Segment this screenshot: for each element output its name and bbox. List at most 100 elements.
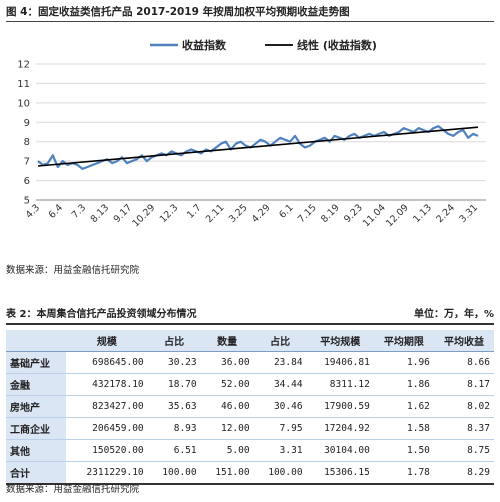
investment-distribution-table: 规模 占比 数量 占比 平均规模 平均期限 平均收益 基础产业 698645.00… (6, 330, 494, 485)
header-cell-count-share: 占比 (253, 330, 307, 352)
cell-avg-term: 1.50 (373, 439, 434, 462)
header-cell-avg-term: 平均期限 (373, 330, 434, 352)
cell-category: 其他 (6, 439, 67, 462)
header-cell-count: 数量 (200, 330, 254, 352)
y-tick-label: 9 (24, 118, 30, 129)
cell-scale-share: 35.63 (147, 395, 201, 418)
cell-avg-yield: 8.29 (433, 461, 494, 485)
cell-count: 46.00 (200, 395, 254, 418)
x-tick-label: 10.29 (130, 202, 157, 229)
cell-avg-scale: 15306.15 (306, 461, 374, 485)
cell-scale: 823427.00 (66, 395, 148, 418)
x-tick-label: 2.24 (434, 202, 457, 225)
table-row: 金融 432178.10 18.70 52.00 34.44 8311.12 1.86 8.1… (6, 373, 494, 396)
y-tick-label: 6 (24, 176, 30, 187)
cell-count: 36.00 (200, 351, 254, 374)
x-tick-label: 7.3 (70, 202, 88, 220)
cell-avg-yield: 8.37 (433, 417, 494, 440)
cell-scale-share: 8.93 (147, 417, 201, 440)
cell-count-share: 3.31 (253, 439, 307, 462)
cell-category: 合计 (6, 461, 67, 485)
y-tick-label: 11 (17, 79, 30, 90)
y-tick-label: 8 (24, 137, 30, 148)
x-tick-label: 8.19 (319, 202, 342, 225)
cell-avg-yield: 8.75 (433, 439, 494, 462)
cell-avg-term: 1.78 (373, 461, 434, 485)
cell-avg-term: 1.58 (373, 417, 434, 440)
table-row: 基础产业 698645.00 30.23 36.00 23.84 19406.81 1.96… (6, 351, 494, 374)
cell-avg-term: 1.86 (373, 373, 434, 396)
cell-category: 房地产 (6, 395, 67, 418)
cell-count: 52.00 (200, 373, 254, 396)
cell-category: 工商企业 (6, 417, 67, 440)
cell-avg-scale: 8311.12 (306, 373, 374, 396)
table-row: 其他 150520.00 6.51 5.00 3.31 30104.00 1.50 8.75 (6, 439, 494, 462)
cell-avg-scale: 17900.59 (306, 395, 374, 418)
cell-scale-share: 6.51 (147, 439, 201, 462)
cell-avg-yield: 8.02 (433, 395, 494, 418)
cell-count: 151.00 (200, 461, 254, 485)
x-tick-label: 6.1 (277, 202, 295, 220)
cell-scale: 2311229.10 (66, 461, 148, 485)
cell-count-share: 7.95 (253, 417, 307, 440)
x-tick-label: 4.29 (250, 202, 273, 225)
cell-scale: 206459.00 (66, 417, 148, 440)
y-tick-label: 7 (24, 157, 30, 168)
x-tick-label: 12.09 (384, 202, 411, 229)
legend-label-yield-index: 收益指数 (182, 38, 227, 52)
table-row: 房地产 823427.00 35.63 46.00 30.46 17900.59 1.62 8… (6, 395, 494, 418)
cell-count-share: 30.46 (253, 395, 307, 418)
table-title: 表 2：本周集合信托产品投资领域分布情况 单位：万，年，% (6, 307, 494, 325)
x-tick-label: 3.25 (227, 202, 250, 225)
cell-count-share: 100.00 (253, 461, 307, 485)
y-tick-label: 10 (17, 98, 30, 109)
table-row: 工商企业 206459.00 8.93 12.00 7.95 17204.92 1.58 8.… (6, 417, 494, 440)
series-line-yield-index (37, 125, 479, 170)
cell-count-share: 23.84 (253, 351, 307, 374)
cell-count-share: 34.44 (253, 373, 307, 396)
x-tick-label: 7.15 (296, 202, 319, 225)
cell-category: 基础产业 (6, 351, 67, 374)
figure-title: 图 4：固定收益类信托产品 2017-2019 年按周加权平均预期收益走势图 (6, 3, 494, 22)
header-cell-scale: 规模 (66, 330, 148, 352)
header-cell-avg-scale: 平均规模 (306, 330, 374, 352)
cell-category: 金融 (6, 373, 67, 396)
cell-scale: 698645.00 (66, 351, 148, 374)
x-tick-label: 12.3 (158, 202, 181, 225)
table-row: 合计 2311229.10 100.00 151.00 100.00 15306.15 1.… (6, 461, 494, 485)
cell-avg-scale: 19406.81 (306, 351, 374, 374)
cell-scale-share: 18.70 (147, 373, 201, 396)
cell-scale: 150520.00 (66, 439, 148, 462)
table-source-note: 数据来源：用益金融信托研究院 (6, 484, 140, 495)
series-line-linear-trend (37, 126, 479, 167)
table-title-text: 表 2：本周集合信托产品投资领域分布情况 (6, 309, 197, 320)
x-tick-label: 1.7 (185, 202, 203, 220)
cell-avg-yield: 8.17 (433, 373, 494, 396)
header-cell-blank (6, 330, 67, 352)
cell-avg-yield: 8.66 (433, 351, 494, 374)
cell-avg-scale: 30104.00 (306, 439, 374, 462)
table-header-row: 规模 占比 数量 占比 平均规模 平均期限 平均收益 (6, 330, 494, 352)
header-cell-scale-share: 占比 (147, 330, 201, 352)
cell-avg-scale: 17204.92 (306, 417, 374, 440)
legend-label-linear-trend: 线性 (收益指数) (297, 38, 377, 52)
chart-source-note: 数据来源：用益金融信托研究院 (6, 265, 140, 276)
y-tick-label: 12 (17, 60, 30, 71)
x-tick-label: 2.11 (204, 202, 227, 225)
x-tick-label: 11.04 (361, 202, 388, 229)
table-unit-label: 单位：万，年，% (413, 309, 494, 320)
x-tick-label: 1.13 (411, 202, 434, 225)
cell-scale-share: 30.23 (147, 351, 201, 374)
cell-avg-term: 1.62 (373, 395, 434, 418)
x-tick-label: 6.4 (47, 202, 65, 220)
cell-scale-share: 100.00 (147, 461, 201, 485)
cell-count: 12.00 (200, 417, 254, 440)
x-tick-label: 3.31 (457, 202, 480, 225)
y-tick-label: 5 (24, 196, 30, 207)
cell-avg-term: 1.96 (373, 351, 434, 374)
x-tick-label: 8.13 (89, 202, 112, 225)
header-cell-avg-yield: 平均收益 (433, 330, 494, 352)
cell-count: 5.00 (200, 439, 254, 462)
cell-scale: 432178.10 (66, 373, 148, 396)
